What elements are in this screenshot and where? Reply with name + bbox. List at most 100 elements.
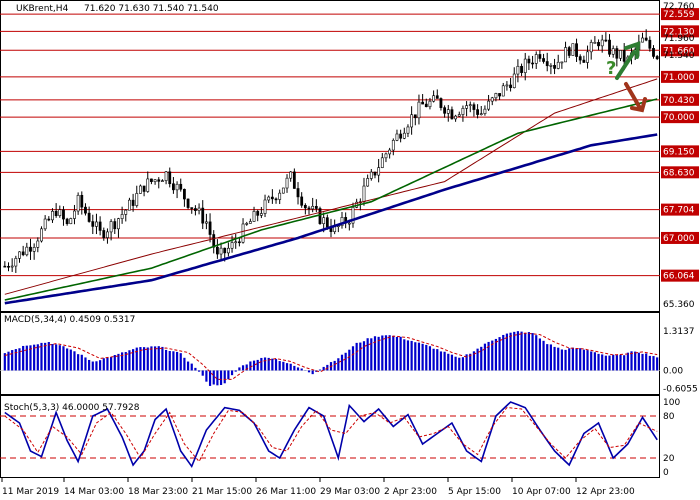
candle-body bbox=[62, 209, 65, 220]
candle-body bbox=[87, 212, 91, 222]
macd-bar bbox=[615, 355, 618, 371]
macd-bar bbox=[128, 350, 131, 371]
candle-body bbox=[406, 126, 410, 134]
macd-bar bbox=[289, 363, 292, 371]
candle-body bbox=[619, 50, 622, 59]
macd-bar bbox=[582, 349, 585, 371]
candle-body bbox=[340, 217, 344, 226]
macd-bar bbox=[333, 360, 336, 371]
candle-body bbox=[384, 153, 388, 159]
candle-body bbox=[76, 194, 80, 212]
macd-bar bbox=[197, 370, 201, 372]
macd-bar bbox=[443, 351, 446, 371]
macd-bar bbox=[337, 358, 340, 371]
macd-bar bbox=[80, 354, 83, 371]
candle-body bbox=[135, 193, 139, 206]
macd-bar bbox=[223, 370, 226, 384]
candle-body bbox=[106, 231, 109, 238]
macd-bar bbox=[124, 352, 127, 371]
candle-body bbox=[589, 42, 593, 53]
candle-body bbox=[421, 101, 425, 105]
macd-bar bbox=[121, 352, 124, 371]
macd-bar bbox=[436, 349, 439, 371]
candle-body bbox=[117, 218, 120, 230]
macd-bar bbox=[11, 350, 14, 371]
x-tick-label: 21 Mar 15:00 bbox=[192, 487, 252, 497]
macd-y-tick: -0.6055 bbox=[663, 385, 698, 395]
candle-body bbox=[223, 247, 227, 254]
x-tick-label: 10 Apr 07:00 bbox=[512, 487, 571, 497]
candle-body bbox=[487, 100, 490, 110]
macd-bar bbox=[355, 342, 358, 371]
candle-body bbox=[542, 58, 545, 62]
candle-body bbox=[150, 178, 153, 182]
stoch-y-tick: 0 bbox=[663, 468, 669, 478]
stoch-y-tick: 20 bbox=[663, 454, 675, 464]
down-arrow-icon bbox=[624, 82, 647, 113]
x-axis: 11 Mar 2019 14 Mar 03:00 18 Mar 23:00 21 Ma… bbox=[1, 478, 635, 497]
candle-body bbox=[40, 228, 43, 242]
macd-signal-line bbox=[4, 332, 658, 380]
candle-body bbox=[318, 208, 322, 224]
level-label: 69.150 bbox=[663, 147, 695, 157]
candle-body bbox=[413, 114, 417, 119]
candle-body bbox=[241, 223, 245, 243]
candle-body bbox=[98, 221, 102, 231]
candle-body bbox=[303, 205, 307, 209]
macd-bar bbox=[161, 346, 164, 371]
candle-body bbox=[347, 222, 351, 225]
candle-body bbox=[95, 221, 98, 227]
macd-bar bbox=[586, 350, 589, 371]
level-label: 70.430 bbox=[663, 96, 695, 106]
candle-body bbox=[322, 217, 326, 224]
macd-bar bbox=[40, 342, 43, 371]
candle-body bbox=[256, 211, 260, 216]
candle-body bbox=[311, 206, 315, 210]
candle-body bbox=[172, 183, 175, 191]
macd-bar bbox=[359, 342, 362, 371]
candle-body bbox=[14, 258, 18, 267]
level-tag bbox=[661, 145, 699, 158]
macd-bar bbox=[84, 357, 87, 371]
macd-bar bbox=[406, 340, 410, 371]
macd-bar bbox=[472, 351, 476, 371]
candle-body bbox=[615, 48, 619, 59]
level-tag bbox=[661, 44, 699, 57]
candle-body bbox=[84, 206, 87, 214]
candle-body bbox=[509, 84, 512, 89]
macd-bar bbox=[399, 336, 402, 371]
x-tick-label: 29 Mar 03:00 bbox=[320, 487, 380, 497]
macd-bar bbox=[513, 331, 516, 371]
macd-bar bbox=[344, 352, 347, 371]
macd-bar bbox=[99, 360, 102, 371]
candle-body bbox=[377, 167, 381, 176]
macd-bar bbox=[637, 352, 640, 371]
macd-bar bbox=[285, 363, 289, 371]
macd-bar bbox=[601, 354, 604, 371]
candle-body bbox=[476, 109, 479, 115]
macd-bar bbox=[414, 342, 417, 371]
candle-body bbox=[32, 247, 36, 252]
macd-y-tick: 1.3137 bbox=[663, 327, 695, 337]
candle-body bbox=[362, 185, 366, 203]
candle-body bbox=[131, 199, 135, 206]
macd-bar bbox=[69, 349, 72, 371]
level-label: 67.704 bbox=[663, 206, 695, 216]
candle-body bbox=[380, 157, 384, 168]
level-tag bbox=[661, 203, 699, 216]
x-tick-label: 5 Apr 15:00 bbox=[448, 487, 501, 497]
macd-bar bbox=[388, 335, 391, 371]
candle-body bbox=[402, 132, 406, 139]
macd-bar bbox=[498, 337, 501, 371]
macd-bar bbox=[172, 351, 175, 371]
macd-bar bbox=[62, 346, 65, 371]
y-tick-label: 72.760 bbox=[663, 2, 695, 12]
candle-body bbox=[314, 206, 318, 209]
macd-frame bbox=[0, 312, 660, 395]
macd-bar bbox=[579, 348, 582, 371]
macd-bar bbox=[494, 338, 498, 371]
price-panel: 72.559 72.130 71.660 71.000 70.430 70.000 69.1… bbox=[0, 0, 699, 312]
macd-bar bbox=[381, 335, 384, 371]
level-tag bbox=[661, 25, 699, 38]
candle-body bbox=[113, 221, 117, 230]
